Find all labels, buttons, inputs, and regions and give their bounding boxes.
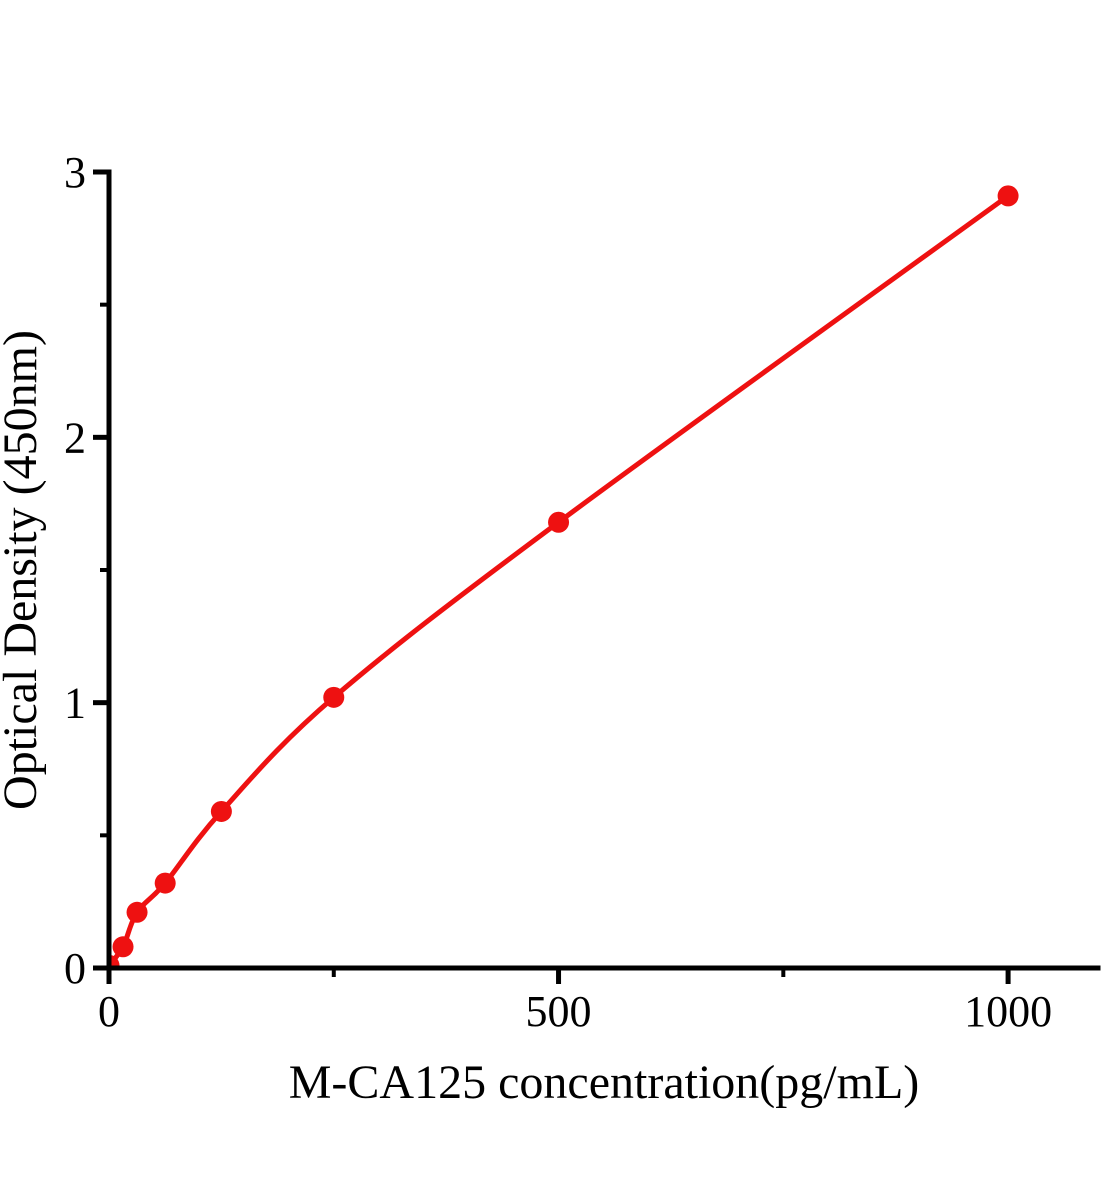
y-tick-label: 1 <box>64 679 86 728</box>
data-point <box>112 936 134 958</box>
x-tick-label: 500 <box>526 987 592 1036</box>
data-point <box>126 901 148 923</box>
data-point <box>548 511 570 533</box>
y-axis-tick-labels: 0 1 2 3 <box>64 148 86 993</box>
standard-curve-line <box>109 193 1010 967</box>
x-axis-tick-labels: 0 500 1000 <box>98 987 1052 1036</box>
y-tick-label: 0 <box>64 944 86 993</box>
minor-ticks <box>100 302 786 977</box>
x-tick-label: 0 <box>98 987 120 1036</box>
y-tick-label: 3 <box>64 148 86 197</box>
axes <box>93 169 1101 984</box>
data-point <box>323 686 345 708</box>
data-point <box>109 954 120 968</box>
major-ticks <box>93 169 1011 984</box>
x-tick-label: 1000 <box>964 987 1052 1036</box>
data-point <box>997 185 1019 207</box>
x-axis-title: M-CA125 concentration(pg/mL) <box>289 1056 920 1109</box>
data-point <box>210 800 232 822</box>
data-series <box>109 185 1019 968</box>
axis-lines <box>106 169 1101 971</box>
data-points <box>109 185 1019 968</box>
y-tick-label: 2 <box>64 413 86 462</box>
y-axis-title: Optical Density (450nm) <box>0 330 47 810</box>
data-point <box>154 872 176 894</box>
